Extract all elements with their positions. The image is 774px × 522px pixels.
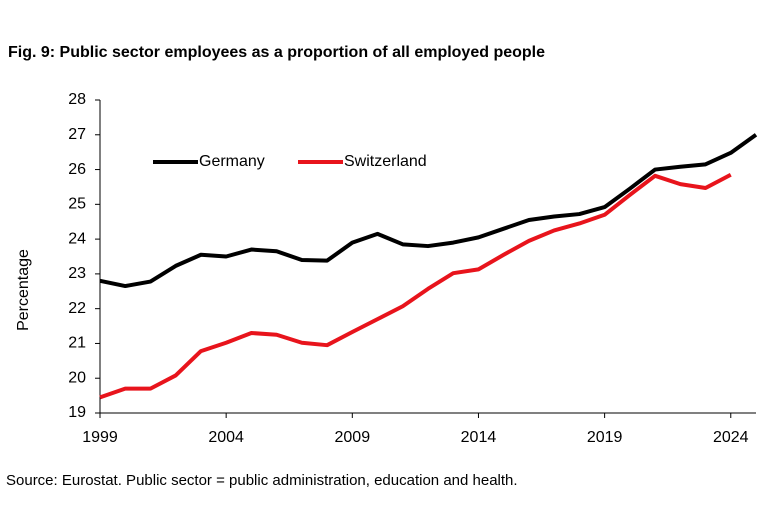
y-tick-label: 28 [68,91,86,108]
x-tick-label: 2004 [208,429,244,446]
x-tick-label: 2024 [713,429,749,446]
y-tick-label: 25 [68,196,86,213]
y-tick-label: 20 [68,369,86,386]
y-tick-label: 21 [68,335,86,352]
series-line [99,173,732,400]
x-tick-label: 1999 [82,429,118,446]
y-tick-label: 26 [68,161,86,178]
y-tick-label: 27 [68,126,86,143]
y-tick-label: 22 [68,300,86,317]
x-tick-label: 2009 [335,429,371,446]
y-tick-label: 19 [68,404,86,421]
y-axis-label: Percentage [15,249,32,331]
legend-label: Germany [199,153,265,170]
x-tick-label: 2014 [461,429,497,446]
y-tick-label: 24 [68,230,86,247]
series-line [99,133,758,289]
source-note: Source: Eurostat. Public sector = public… [6,472,518,489]
x-tick-label: 2019 [587,429,623,446]
legend-label: Switzerland [344,153,427,170]
chart-title: Fig. 9: Public sector employees as a pro… [8,44,545,61]
y-tick-label: 23 [68,265,86,282]
